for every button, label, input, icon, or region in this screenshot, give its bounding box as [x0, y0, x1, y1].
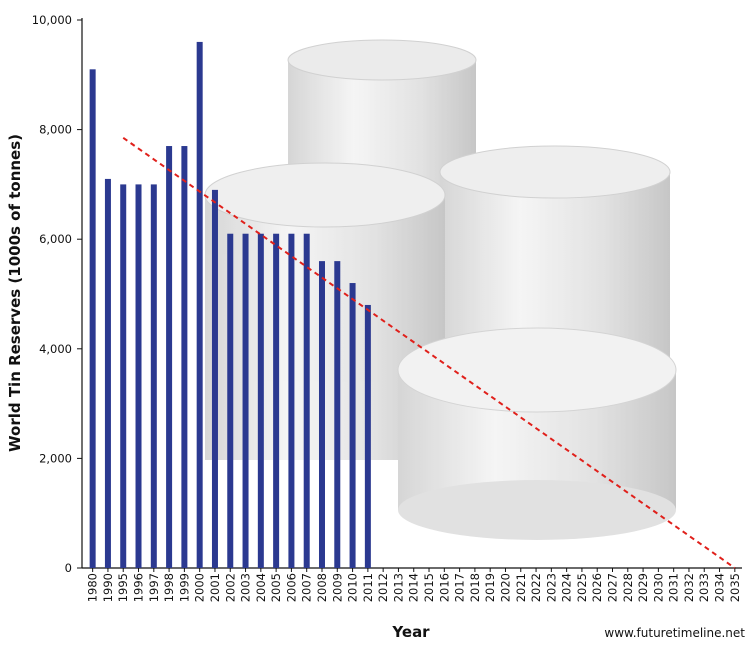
y-tick-label: 6,000: [39, 232, 72, 246]
x-tick-label: 2007: [300, 573, 314, 602]
x-tick-label: 2025: [575, 573, 589, 602]
x-tick-label: 2001: [208, 573, 222, 602]
x-tick-label: 2016: [437, 573, 451, 602]
x-tick-label: 2009: [330, 573, 344, 602]
x-tick-label: 2031: [667, 573, 681, 602]
x-tick-label: 2032: [682, 573, 696, 602]
y-tick-label: 2,000: [39, 451, 72, 465]
bar: [227, 233, 234, 568]
x-tick-label: 2021: [514, 573, 528, 602]
x-tick-label: 2003: [239, 573, 253, 602]
bar: [288, 233, 295, 568]
bar: [135, 184, 142, 568]
x-tick-label: 2006: [284, 573, 298, 602]
y-tick-label: 4,000: [39, 342, 72, 356]
bar: [334, 261, 341, 568]
y-tick-label: 10,000: [32, 13, 72, 27]
x-tick-label: 2035: [728, 573, 742, 602]
bar: [104, 178, 111, 569]
x-tick-label: 2029: [636, 573, 650, 602]
x-tick-label: 2027: [606, 573, 620, 602]
x-tick-label: 2033: [697, 573, 711, 602]
x-tick-label: 2020: [498, 573, 512, 602]
bar: [150, 184, 157, 568]
x-tick-label: 2002: [223, 573, 237, 602]
bar: [273, 233, 280, 568]
bar: [181, 146, 188, 569]
x-tick-label: 1996: [132, 573, 146, 602]
y-tick-label: 0: [65, 561, 72, 575]
bar: [211, 189, 218, 568]
x-tick-label: 2012: [376, 573, 390, 602]
y-axis-label: World Tin Reserves (1000s of tonnes): [6, 134, 24, 452]
bar: [257, 233, 264, 568]
x-tick-label: 2011: [361, 573, 375, 602]
x-axis-label: Year: [391, 623, 430, 641]
y-tick-label: 8,000: [39, 123, 72, 137]
bar: [364, 304, 371, 568]
bar: [120, 184, 127, 568]
x-tick-label: 1998: [162, 573, 176, 602]
x-tick-label: 2000: [193, 573, 207, 602]
x-tick-label: 2023: [544, 573, 558, 602]
x-tick-label: 2022: [529, 573, 543, 602]
x-tick-label: 2004: [254, 573, 268, 602]
bar: [196, 41, 203, 569]
x-tick-label: 2030: [651, 573, 665, 602]
trend-line: [122, 137, 736, 569]
x-tick-label: 2024: [560, 573, 574, 602]
x-tick-label: 2026: [590, 573, 604, 602]
x-tick-label: 2015: [422, 573, 436, 602]
x-tick-label: 2008: [315, 573, 329, 602]
x-tick-label: 2005: [269, 573, 283, 602]
x-tick-label: 2014: [407, 573, 421, 602]
x-tick-label: 2019: [483, 573, 497, 602]
bar: [349, 283, 356, 568]
x-tick-label: 1990: [101, 573, 115, 602]
x-tick-label: 2017: [453, 573, 467, 602]
source: www.futuretimeline.net: [604, 626, 745, 640]
x-tick-label: 1995: [116, 573, 130, 602]
x-tick-label: 2018: [468, 573, 482, 602]
x-tick-label: 1980: [86, 573, 100, 602]
bar: [89, 69, 96, 568]
x-tick-label: 1999: [177, 573, 191, 602]
bar: [166, 146, 173, 569]
bar: [318, 261, 325, 568]
bar: [303, 233, 310, 568]
bar: [242, 233, 249, 568]
x-tick-label: 2034: [713, 573, 727, 602]
x-tick-label: 2013: [391, 573, 405, 602]
x-tick-label: 1997: [147, 573, 161, 602]
x-tick-label: 2028: [621, 573, 635, 602]
x-tick-label: 2010: [346, 573, 360, 602]
